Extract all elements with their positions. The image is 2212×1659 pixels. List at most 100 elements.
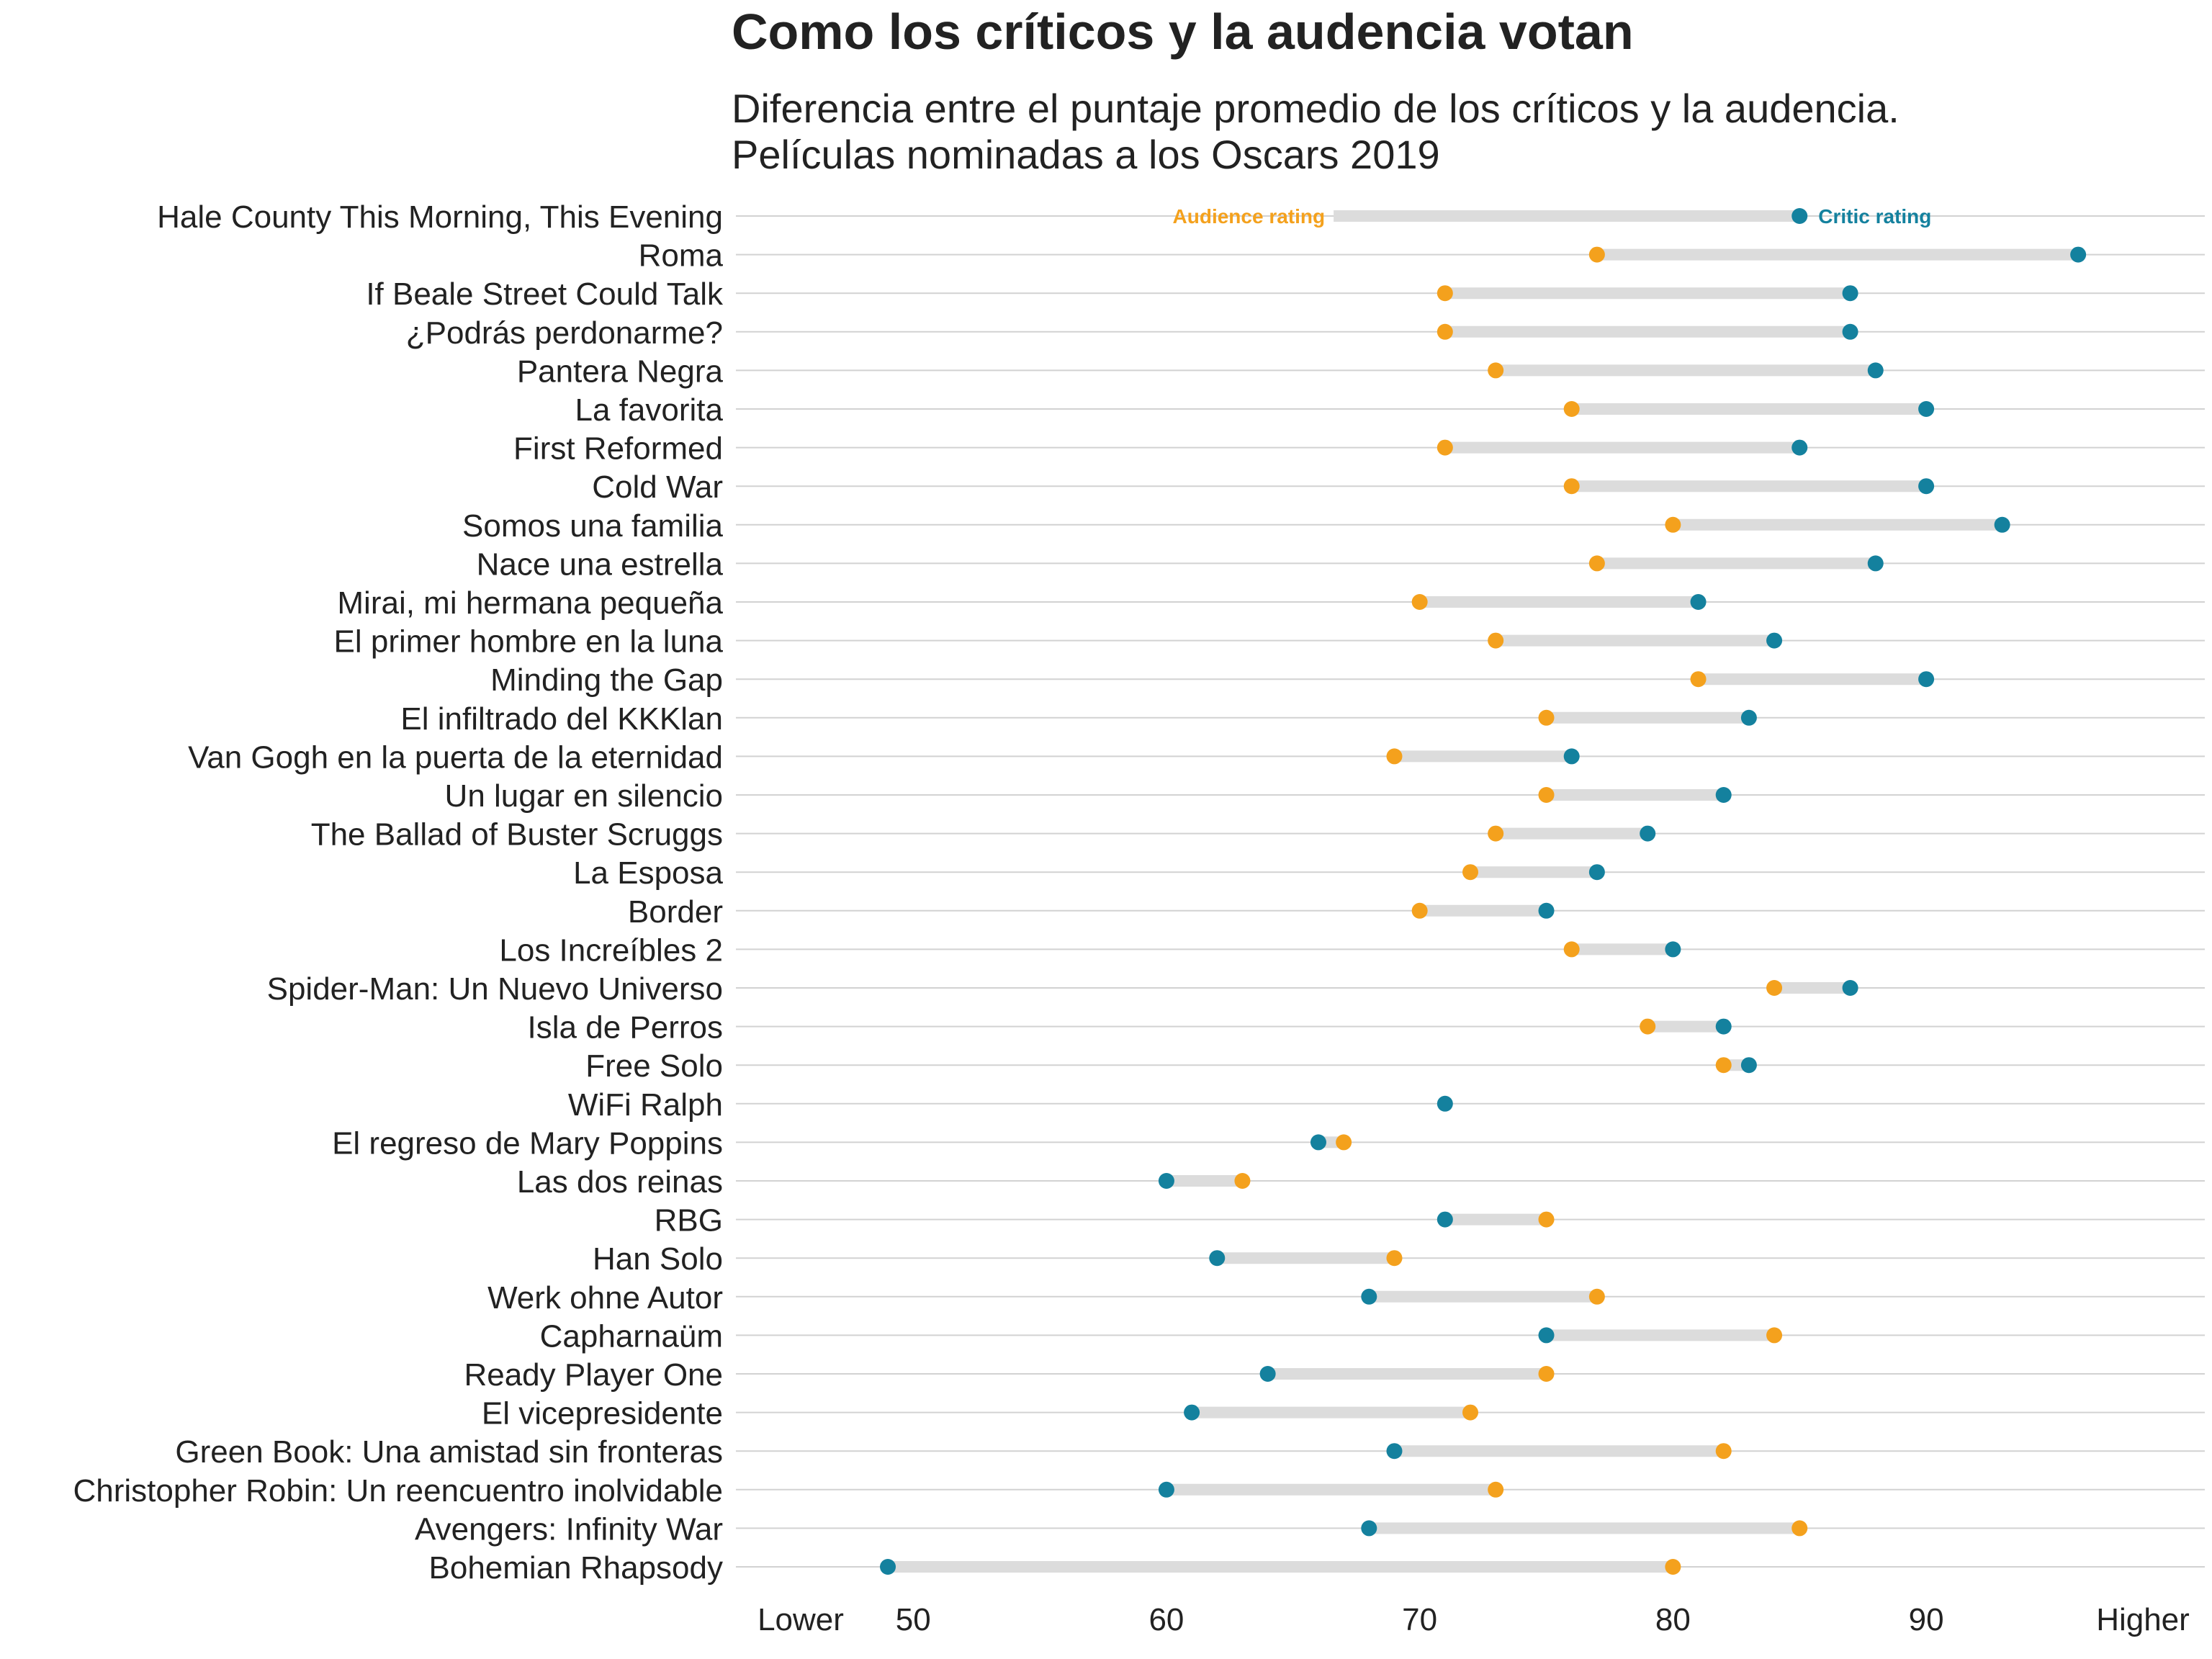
critic-rating-point [1918,401,1935,417]
critic-rating-point [1715,787,1732,803]
audience-rating-point [1336,1134,1352,1151]
category-label: El regreso de Mary Poppins [332,1125,723,1161]
audience-rating-point [1538,1211,1555,1228]
category-label: If Beale Street Could Talk [366,276,724,312]
x-axis-low-label: Lower [757,1602,844,1637]
critic-rating-point [1715,1018,1732,1035]
audience-rating-point [1715,1057,1732,1074]
audience-rating-point [1766,1327,1783,1344]
category-label: Christopher Robin: Un reencuentro inolvi… [73,1473,723,1509]
critic-rating-point [2070,246,2087,263]
category-label: ¿Podrás perdonarme? [406,315,723,351]
critic-rating-point [1563,748,1580,765]
category-label: Bohemian Rhapsody [429,1550,723,1586]
chart-subtitle-line-2: Películas nominadas a los Oscars 2019 [732,132,1440,177]
audience-rating-point [1766,980,1783,996]
audience-rating-point [1588,555,1605,572]
audience-rating-point [1234,1173,1251,1189]
audience-rating-point [1437,285,1453,302]
critic-rating-point [1259,1366,1276,1382]
critic-rating-point [1690,594,1707,610]
gridlines [736,215,2205,1568]
critic-rating-point [1538,902,1555,919]
category-label: Somos una familia [462,508,723,544]
category-label: Van Gogh en la puerta de la eternidad [188,739,723,775]
x-axis-high-label: Higher [2096,1602,2190,1637]
category-label: Un lugar en silencio [445,778,723,814]
audience-rating-point [1488,632,1504,649]
category-label: Mirai, mi hermana pequeña [337,585,723,621]
x-tick-label: 70 [1402,1602,1437,1637]
critic-rating-point [1588,864,1605,881]
rating-points [880,208,2087,1575]
audience-rating-point [1563,401,1580,417]
category-label: El primer hombre en la luna [334,624,724,660]
critic-rating-point [1791,439,1808,456]
category-label: Minding the Gap [490,662,723,698]
audience-rating-point [1665,1559,1681,1575]
category-label: Green Book: Una amistad sin fronteras [175,1434,723,1470]
audience-rating-point [1538,1366,1555,1382]
audience-rating-point [1462,864,1478,881]
category-label: Spider-Man: Un Nuevo Universo [267,971,723,1007]
critic-rating-point [1361,1288,1377,1305]
audience-rating-point [1715,1443,1732,1460]
category-label: La Esposa [573,855,723,891]
audience-rating-point [1437,323,1453,340]
audience-rating-point [1386,748,1403,765]
critic-rating-point [1209,1250,1226,1267]
critic-rating-point [1766,632,1783,649]
category-label: Border [628,894,723,930]
category-label: Roma [639,238,724,274]
x-tick-label: 90 [1909,1602,1944,1637]
critic-rating-point [1791,208,1808,224]
critic-rating-point [1538,1327,1555,1344]
category-label: WiFi Ralph [568,1087,723,1123]
rating-gap-segments [888,210,2079,1573]
category-label: Han Solo [593,1241,723,1277]
audience-rating-annotation: Audience rating [1173,205,1326,228]
audience-rating-point [1488,825,1504,842]
audience-rating-point [1462,1404,1478,1421]
audience-rating-point [1791,1520,1808,1537]
category-label: Werk ohne Autor [487,1280,723,1316]
critic-rating-point [1918,478,1935,495]
critic-rating-point [1842,285,1858,302]
audience-rating-point [1640,1018,1656,1035]
category-label: El vicepresidente [482,1396,723,1431]
category-labels: Hale County This Morning, This EveningRo… [73,199,724,1586]
critic-rating-point [1867,362,1884,379]
critic-rating-point [1361,1520,1377,1537]
audience-rating-point [1411,594,1428,610]
category-label: Pantera Negra [517,354,724,389]
audience-rating-point [1588,1288,1605,1305]
chart-subtitle-line-1: Diferencia entre el puntaje promedio de … [732,86,1899,131]
category-label: First Reformed [513,431,723,467]
critic-rating-point [1437,1095,1453,1112]
critic-rating-point [1740,709,1757,726]
audience-rating-point [1488,362,1504,379]
category-label: Avengers: Infinity War [415,1511,723,1547]
audience-rating-point [1411,902,1428,919]
audience-rating-point [1437,439,1453,456]
critic-rating-point [1310,1134,1326,1151]
critic-rating-point [1994,516,2010,533]
critic-rating-point [1640,825,1656,842]
category-label: Las dos reinas [517,1164,723,1200]
x-tick-label: 60 [1148,1602,1184,1637]
category-label: RBG [655,1203,723,1238]
audience-rating-point [1386,1250,1403,1267]
x-tick-label: 80 [1655,1602,1691,1637]
category-label: Cold War [592,469,723,505]
critic-rating-point [1867,555,1884,572]
critic-rating-point [1665,941,1681,958]
audience-rating-point [1690,671,1707,688]
critic-rating-point [1437,1211,1453,1228]
category-label: Isla de Perros [528,1010,723,1046]
category-label: Los Increíbles 2 [499,932,723,968]
critic-rating-point [1184,1404,1200,1421]
x-axis-labels: 50 60 70 80 90 Lower Higher [757,1602,2190,1637]
category-label: Hale County This Morning, This Evening [157,199,723,235]
x-tick-label: 50 [896,1602,931,1637]
category-label: Free Solo [585,1048,723,1084]
